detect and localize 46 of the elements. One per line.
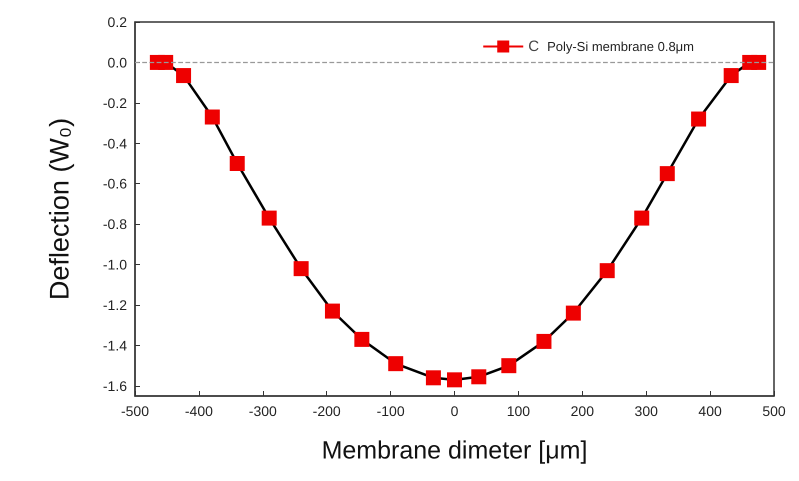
- point: [724, 68, 739, 84]
- x-tick-label: -500: [120, 403, 150, 419]
- point: [324, 304, 340, 319]
- x-tick-label: 0: [450, 403, 459, 419]
- y-tick-label: -1.6: [102, 378, 128, 394]
- x-tick-label: 500: [762, 403, 786, 419]
- point: [204, 110, 220, 125]
- point: [536, 334, 552, 349]
- x-tick-label: 100: [506, 403, 530, 419]
- point: [176, 68, 192, 84]
- point: [471, 369, 486, 384]
- y-tick-label: -1.2: [102, 297, 128, 314]
- y-tick-label: -0.6: [102, 176, 128, 192]
- y-tick-label: -0.2: [102, 94, 128, 111]
- point: [691, 112, 706, 127]
- point: [634, 210, 650, 226]
- y-tick-label: -0.4: [102, 135, 128, 152]
- annotation: C: [528, 38, 540, 55]
- point: [426, 370, 441, 386]
- point: [660, 166, 675, 182]
- x-tick-label: -300: [248, 403, 278, 419]
- point: [600, 263, 615, 278]
- y-axis-title: Deflection (W₀): [44, 118, 74, 300]
- y-tick-label: 0.2: [108, 14, 128, 30]
- legend-label: Poly-Si membrane 0.8μm: [547, 39, 694, 54]
- y-tick-label: -0.8: [102, 216, 128, 232]
- point: [262, 210, 277, 226]
- x-axis-title: Membrane dimeter [μm]: [322, 436, 588, 464]
- point: [158, 54, 174, 70]
- x-tick-label: -400: [184, 403, 214, 419]
- x-tick-label: 400: [698, 403, 722, 419]
- x-tick-label: 300: [634, 403, 658, 419]
- x-tick-label: 200: [570, 403, 594, 419]
- x-tick-label: -200: [312, 403, 341, 419]
- y-tick-label: -1.4: [102, 337, 128, 354]
- point: [388, 356, 404, 372]
- point: [751, 54, 766, 70]
- y-tick-label: 0.0: [108, 54, 128, 70]
- point: [354, 332, 370, 347]
- point: [501, 358, 516, 374]
- x-tick-label: -100: [376, 403, 405, 419]
- y-tick-label: -1.0: [102, 256, 128, 273]
- point: [294, 261, 309, 276]
- point: [230, 156, 245, 172]
- point: [566, 306, 581, 321]
- point: [447, 372, 462, 388]
